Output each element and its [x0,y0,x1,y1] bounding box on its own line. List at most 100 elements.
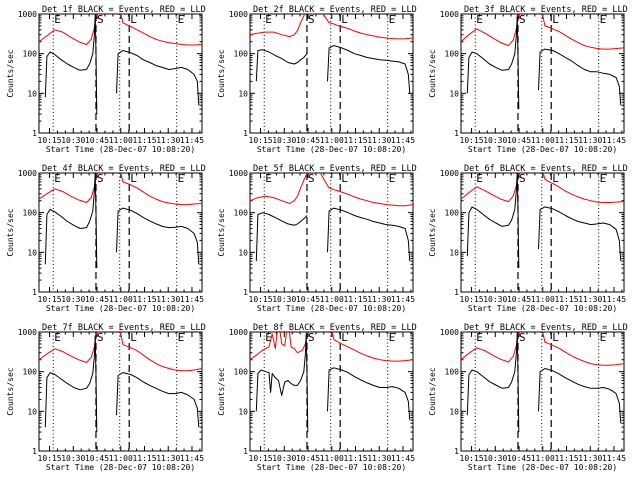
x-tick-label: 11:45 [391,295,415,304]
y-tick-label: 1 [32,447,37,456]
event-marker-label: E [476,172,483,185]
y-tick-label: 10 [238,407,248,416]
x-tick-label: 11:15 [132,295,156,304]
x-tick-label: 11:45 [602,454,626,463]
panel-1: Det 1f BLACK = Events, RED = LLD 1 10 100 10… [6,5,206,154]
y-tick-label: 100 [234,368,249,377]
panel-7: Det 7f BLACK = Events, RED = LLD 1 10 100 10… [6,323,206,472]
x-axis-label: Start Time (28-Dec-07 10:08:20) [257,145,406,154]
event-marker-label: E [389,13,396,26]
x-tick-label: 10:15 [460,136,484,145]
x-tick-label: 11:00 [531,136,555,145]
events-rate-line [44,14,200,115]
panel-2: Det 2f BLACK = Events, RED = LLD 1 10 100 10… [217,5,417,154]
y-tick-label: 10 [238,89,248,98]
lld-rate-line [39,14,202,46]
x-tick-label: 11:00 [531,295,555,304]
y-axis-label: Counts/sec [6,367,15,415]
plot-frame [38,331,203,452]
x-tick-label: 10:15 [460,454,484,463]
event-marker-label: E [389,331,396,344]
plot-area [250,14,413,94]
plot-area [39,14,202,115]
x-tick-label: 10:30 [483,136,507,145]
x-tick-label: 11:45 [180,295,204,304]
event-marker-label: E [265,13,272,26]
event-marker-label: E [178,331,185,344]
x-tick-label: 11:45 [180,454,204,463]
y-tick-label: 100 [445,368,460,377]
event-marker-label: E [178,13,185,26]
x-tick-label: 11:00 [320,454,344,463]
y-tick-label: 1000 [18,169,37,178]
x-tick-label: 10:45 [507,136,531,145]
y-tick-label: 1000 [229,169,248,178]
event-marker-label: S [97,13,104,26]
event-marker-label: E [54,13,61,26]
x-tick-label: 11:15 [343,454,367,463]
y-axis-label: Counts/sec [6,208,15,256]
y-tick-label: 1000 [440,169,459,178]
y-tick-label: 10 [27,407,37,416]
event-marker-label: E [265,172,272,185]
x-tick-label: 11:15 [554,136,578,145]
event-marker-label: L [341,13,348,26]
event-marker-label: L [341,172,348,185]
x-tick-label: 10:45 [296,454,320,463]
x-axis-label: Start Time (28-Dec-07 10:08:20) [257,304,406,313]
event-marker-label: S [97,172,104,185]
lld-rate-line [461,173,624,203]
x-tick-label: 11:00 [320,136,344,145]
x-axis-label: Start Time (28-Dec-07 10:08:20) [468,304,617,313]
x-tick-label: 11:15 [554,295,578,304]
plot-area [250,332,413,433]
x-tick-label: 10:30 [483,295,507,304]
x-axis-label: Start Time (28-Dec-07 10:08:20) [468,145,617,154]
x-tick-label: 11:30 [156,295,180,304]
x-tick-label: 10:15 [249,136,273,145]
panel-title: Det 8f BLACK = Events, RED = LLD [253,323,417,333]
events-rate-line [255,207,411,262]
event-marker-label: L [341,331,348,344]
event-marker-label: S [519,13,526,26]
y-tick-label: 1000 [229,10,248,19]
y-tick-label: 1 [32,129,37,138]
plot-frame [38,172,203,293]
y-tick-label: 1 [243,129,248,138]
x-tick-label: 11:45 [391,454,415,463]
panel-title: Det 3f BLACK = Events, RED = LLD [464,5,628,15]
events-rate-line [466,15,622,110]
y-tick-label: 10 [449,407,459,416]
panel-title: Det 6f BLACK = Events, RED = LLD [464,164,628,174]
event-marker-label: S [308,331,315,344]
x-tick-label: 11:30 [578,295,602,304]
events-rate-line [466,332,622,433]
event-marker-label: L [130,331,137,344]
y-tick-label: 10 [27,89,37,98]
y-axis-label: Counts/sec [217,367,226,415]
x-tick-label: 11:30 [578,136,602,145]
x-tick-label: 10:45 [85,136,109,145]
x-tick-label: 10:15 [38,136,62,145]
x-tick-label: 11:00 [320,295,344,304]
panel-6: Det 6f BLACK = Events, RED = LLD 1 10 100 10… [428,164,628,313]
x-axis-label: Start Time (28-Dec-07 10:08:20) [257,463,406,472]
x-tick-label: 10:30 [61,454,85,463]
panel-title: Det 5f BLACK = Events, RED = LLD [253,164,417,174]
x-tick-label: 10:30 [483,454,507,463]
y-tick-label: 100 [234,50,249,59]
events-rate-line [44,335,200,433]
lld-rate-line [250,14,413,40]
x-tick-label: 11:00 [109,295,133,304]
panel-title: Det 4f BLACK = Events, RED = LLD [42,164,206,174]
plot-frame [460,331,625,452]
y-tick-label: 1000 [440,328,459,337]
x-tick-label: 10:45 [85,454,109,463]
event-marker-label: L [130,172,137,185]
panel-title: Det 7f BLACK = Events, RED = LLD [42,323,206,333]
event-marker-label: L [130,13,137,26]
lld-rate-line [39,173,202,206]
event-marker-label: E [54,331,61,344]
x-tick-label: 10:15 [249,454,273,463]
